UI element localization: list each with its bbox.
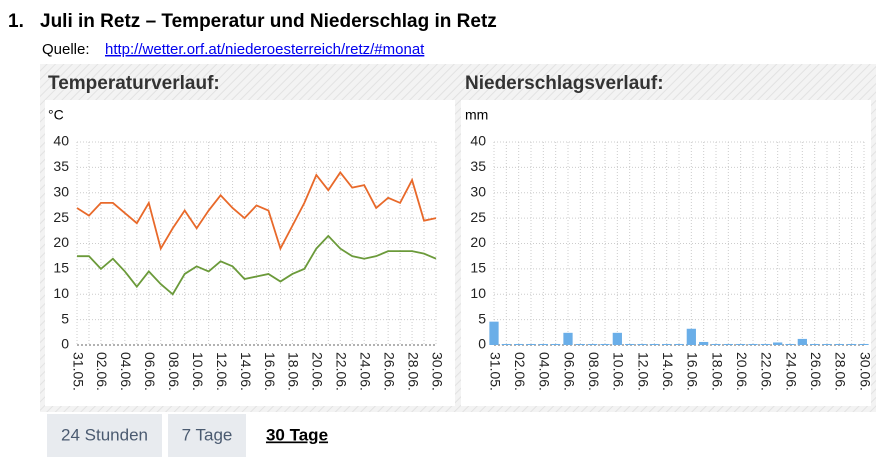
bar: [489, 321, 499, 345]
x-tick-label: 04.06.: [537, 352, 553, 391]
x-tick-label: 30.06.: [429, 352, 445, 391]
line-series: [77, 234, 437, 296]
x-tick-label: 26.06.: [381, 352, 397, 391]
bar: [600, 343, 610, 345]
bar: [575, 343, 585, 345]
bar: [822, 343, 832, 345]
x-tick-label: 12.06.: [214, 352, 230, 391]
x-tick-label: 26.06.: [808, 352, 824, 391]
bar: [810, 343, 820, 345]
x-tick-label: 14.06.: [660, 352, 676, 391]
bar: [662, 343, 672, 345]
bar: [563, 332, 573, 345]
x-tick-label: 12.06.: [635, 352, 651, 391]
y-tick-label: 35: [470, 158, 486, 174]
tab-bg[interactable]: [168, 414, 246, 457]
x-tick-label: 28.06.: [833, 352, 849, 391]
y-axis-label: °C: [48, 107, 64, 123]
x-tick-label: 10.06.: [190, 352, 206, 391]
bar: [699, 341, 709, 345]
x-tick-label: 18.06.: [286, 352, 302, 391]
bar: [637, 343, 647, 345]
x-tick-label: 06.06.: [561, 352, 577, 391]
tab[interactable]: 24 Stunden: [61, 425, 148, 444]
bar: [538, 343, 548, 345]
y-tick-label: 5: [478, 310, 486, 326]
tab-bg[interactable]: [252, 414, 342, 457]
x-tick-label: 24.06.: [357, 352, 373, 391]
bar: [773, 342, 783, 345]
y-tick-label: 20: [53, 234, 69, 250]
bar: [625, 343, 635, 345]
bar: [551, 343, 561, 345]
y-tick-label: 40: [53, 133, 69, 149]
x-tick-label: 16.06.: [685, 352, 701, 391]
x-tick-label: 18.06.: [709, 352, 725, 391]
bar: [588, 343, 598, 345]
x-tick-label: 20.06.: [734, 352, 750, 391]
y-tick-label: 25: [470, 209, 486, 225]
bar: [736, 343, 746, 345]
x-tick-label: 08.06.: [586, 352, 602, 391]
bar: [785, 343, 795, 345]
x-tick-label: 22.06.: [759, 352, 775, 391]
y-tick-label: 0: [478, 336, 486, 352]
y-tick-label: 10: [53, 285, 69, 301]
bar: [847, 343, 857, 345]
chart-title: Niederschlagsverlauf:: [465, 73, 664, 94]
x-tick-label: 04.06.: [118, 352, 134, 391]
y-tick-label: 30: [53, 183, 69, 199]
x-tick-label: 16.06.: [262, 352, 278, 391]
x-tick-label: 14.06.: [238, 352, 254, 391]
bar: [686, 328, 696, 345]
line-series: [76, 170, 437, 251]
bar: [612, 332, 622, 345]
x-tick-label: 24.06.: [783, 352, 799, 391]
y-axis-label: mm: [465, 107, 488, 123]
x-tick-label: 31.05.: [487, 352, 503, 391]
bar: [501, 343, 511, 345]
x-tick-label: 20.06.: [310, 352, 326, 391]
x-tick-label: 06.06.: [142, 352, 158, 391]
bar: [514, 343, 524, 345]
x-tick-label: 28.06.: [405, 352, 421, 391]
bar: [760, 343, 770, 345]
y-tick-label: 0: [61, 336, 69, 352]
tab[interactable]: 30 Tage: [266, 425, 328, 444]
bar: [526, 343, 536, 345]
y-tick-label: 10: [470, 285, 486, 301]
y-tick-label: 20: [470, 234, 486, 250]
x-tick-label: 30.06.: [857, 352, 873, 391]
y-tick-label: 40: [470, 133, 486, 149]
chart-title: Temperaturverlauf:: [48, 73, 220, 94]
x-tick-label: 10.06.: [611, 352, 627, 391]
y-tick-label: 35: [53, 158, 69, 174]
tab-bg[interactable]: [47, 414, 162, 457]
y-tick-label: 30: [470, 183, 486, 199]
bar: [674, 343, 684, 345]
bar: [834, 343, 844, 345]
y-tick-label: 15: [53, 260, 69, 276]
page-title: Juli in Retz – Temperatur und Niederschl…: [40, 11, 497, 32]
y-tick-label: 15: [470, 260, 486, 276]
bar: [859, 343, 869, 345]
x-tick-label: 22.06.: [334, 352, 350, 391]
bar: [711, 343, 721, 345]
tab[interactable]: 7 Tage: [182, 425, 233, 444]
y-tick-label: 5: [61, 310, 69, 326]
x-tick-label: 31.05.: [70, 352, 86, 391]
bar: [748, 343, 758, 345]
source-label: Quelle:: [42, 41, 90, 58]
bar: [797, 338, 807, 345]
x-tick-label: 02.06.: [512, 352, 528, 391]
x-tick-label: 02.06.: [94, 352, 110, 391]
x-tick-label: 08.06.: [166, 352, 182, 391]
source-link[interactable]: http://wetter.orf.at/niederoesterreich/r…: [105, 41, 425, 58]
bar: [723, 343, 733, 345]
bar: [649, 343, 659, 345]
number: 1.: [8, 11, 24, 32]
y-tick-label: 25: [53, 209, 69, 225]
